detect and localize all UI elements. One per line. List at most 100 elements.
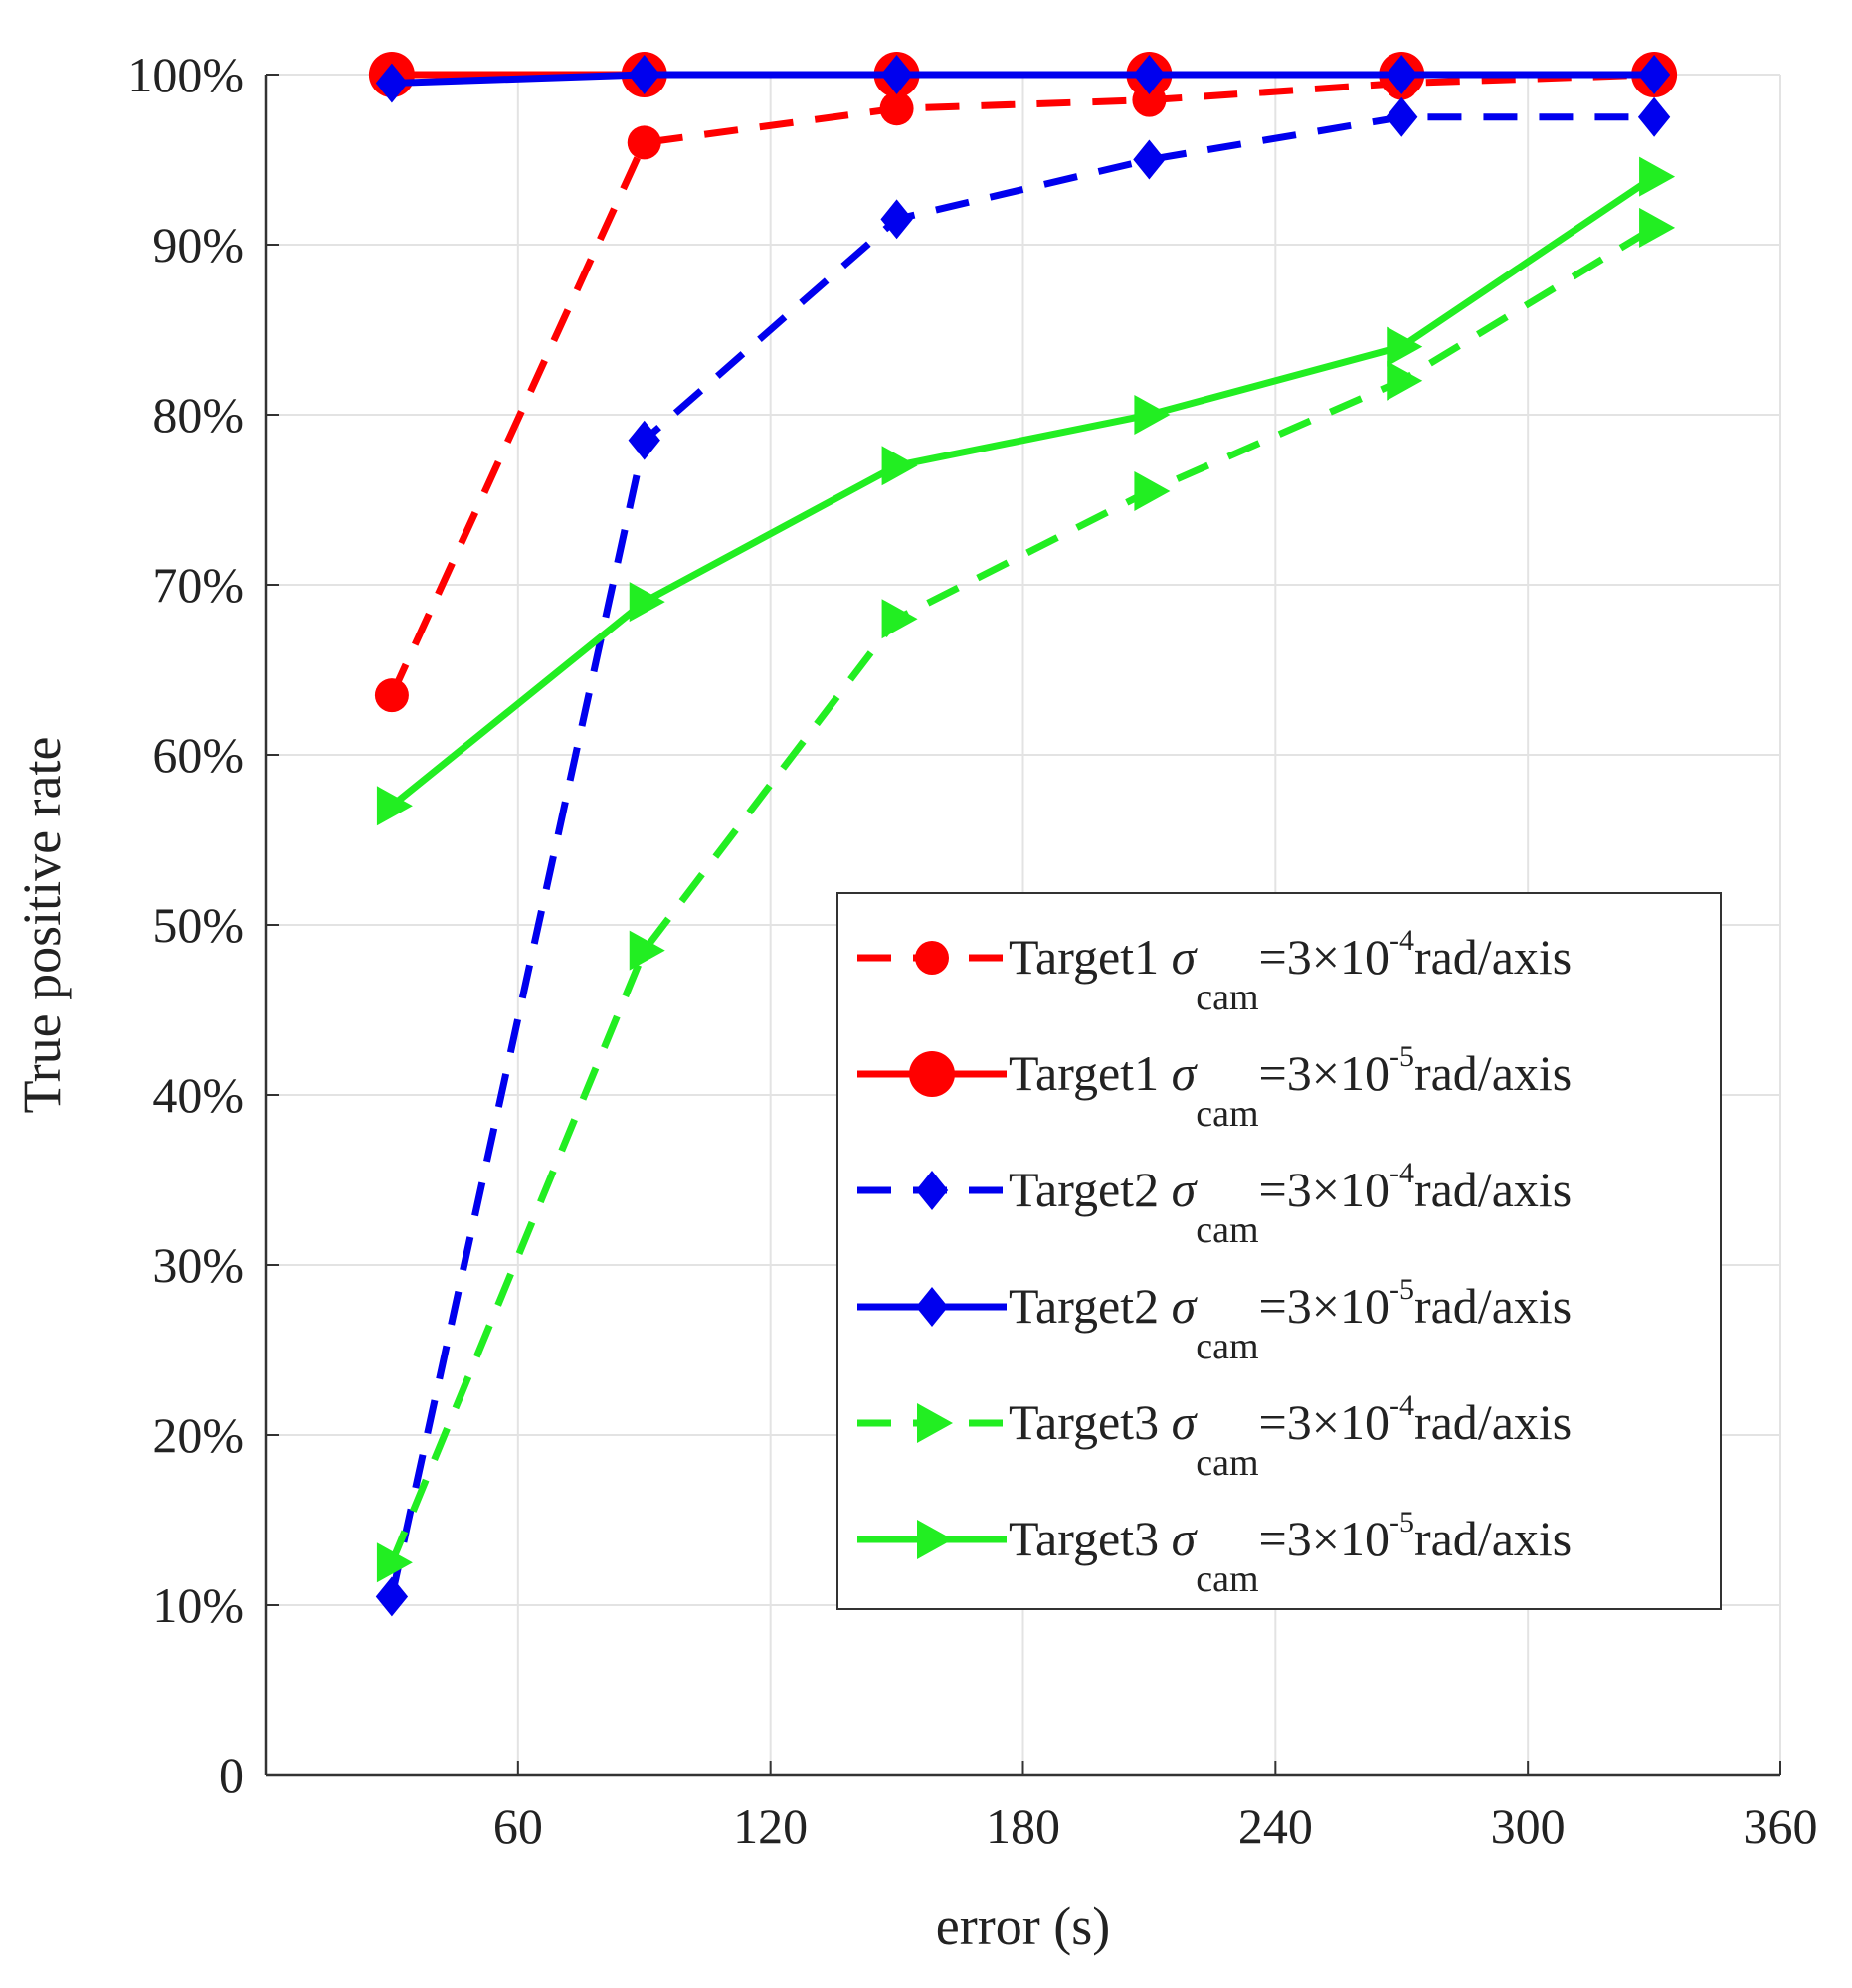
legend-item: Target3 σcam=3×10-4rad/axis bbox=[857, 1389, 1572, 1484]
legend-target: Target3 bbox=[1009, 1394, 1172, 1450]
legend-label: Target3 σcam=3×10-4rad/axis bbox=[1009, 1389, 1572, 1484]
data-point bbox=[881, 446, 918, 486]
data-point bbox=[1134, 470, 1171, 511]
legend-equation: =3×10 bbox=[1259, 1278, 1389, 1334]
y-tick-label: 10% bbox=[152, 1577, 244, 1633]
data-point bbox=[375, 1576, 409, 1617]
ticks-layer: 60 120 180 240 300 360 0 10% 20% 30% 40% 50% 60% 70% 8… bbox=[127, 47, 1817, 1854]
y-tick-label: 40% bbox=[152, 1067, 244, 1123]
series-4 bbox=[375, 55, 1671, 103]
series-line bbox=[389, 173, 1657, 810]
legend-target: Target3 bbox=[1009, 1511, 1172, 1566]
legend-label: Target1 σcam=3×10-5rad/axis bbox=[1009, 1040, 1572, 1135]
legend-unit: rad/axis bbox=[1414, 1162, 1572, 1217]
legend-target: Target1 bbox=[1009, 1045, 1172, 1101]
data-point bbox=[1387, 360, 1423, 401]
legend-unit: rad/axis bbox=[1414, 929, 1572, 985]
data-point bbox=[629, 582, 665, 623]
legend-subscript: cam bbox=[1196, 1558, 1258, 1600]
data-point bbox=[629, 930, 665, 971]
legend-subscript: cam bbox=[1196, 1326, 1258, 1367]
legend-subscript: cam bbox=[1196, 1093, 1258, 1135]
y-tick-label: 50% bbox=[152, 897, 244, 953]
data-point bbox=[374, 678, 409, 713]
legend-label: Target1 σcam=3×10-4rad/axis bbox=[1009, 924, 1572, 1018]
y-tick-label: 90% bbox=[152, 217, 244, 272]
data-point bbox=[1133, 139, 1166, 180]
data-point bbox=[880, 55, 913, 94]
series-line bbox=[388, 224, 1656, 1564]
legend-subscript: cam bbox=[1196, 1209, 1258, 1251]
data-point bbox=[376, 786, 413, 826]
legend-subscript: cam bbox=[1196, 977, 1258, 1018]
legend-label: Target3 σcam=3×10-5rad/axis bbox=[1009, 1506, 1572, 1600]
legend-sigma: σ bbox=[1172, 1045, 1199, 1101]
legend-label: Target2 σcam=3×10-4rad/axis bbox=[1009, 1157, 1572, 1251]
legend-box bbox=[836, 892, 1722, 1610]
legend-exponent: -5 bbox=[1389, 1273, 1414, 1306]
x-tick-label: 360 bbox=[1744, 1798, 1818, 1854]
data-point bbox=[1134, 395, 1171, 435]
legend-sigma: σ bbox=[1172, 1162, 1199, 1217]
data-point bbox=[628, 420, 660, 460]
x-axis-title: error (s) bbox=[936, 1897, 1110, 1956]
data-point bbox=[1386, 55, 1418, 94]
series-line bbox=[391, 71, 1655, 88]
series-line bbox=[388, 71, 1655, 697]
x-tick-label: 300 bbox=[1491, 1798, 1566, 1854]
x-tick-label: 180 bbox=[986, 1798, 1060, 1854]
data-point bbox=[1387, 326, 1423, 367]
legend-sigma: σ bbox=[1172, 1394, 1199, 1450]
legend-exponent: -4 bbox=[1389, 924, 1414, 957]
legend-exponent: -5 bbox=[1389, 1040, 1414, 1073]
legend-target: Target2 bbox=[1009, 1162, 1172, 1217]
y-tick-label: 100% bbox=[127, 47, 244, 102]
data-point bbox=[375, 63, 409, 103]
legend-exponent: -5 bbox=[1389, 1506, 1414, 1538]
legend-unit: rad/axis bbox=[1414, 1278, 1572, 1334]
legend-equation: =3×10 bbox=[1259, 929, 1389, 985]
legend-item: Target2 σcam=3×10-4rad/axis bbox=[857, 1157, 1572, 1251]
legend-marker bbox=[909, 1051, 955, 1097]
y-tick-label: 30% bbox=[152, 1237, 244, 1293]
data-point bbox=[880, 199, 913, 240]
legend-unit: rad/axis bbox=[1414, 1394, 1572, 1450]
legend-unit: rad/axis bbox=[1414, 1045, 1572, 1101]
y-tick-label: 20% bbox=[152, 1407, 244, 1463]
data-point bbox=[1637, 55, 1671, 94]
data-point bbox=[1386, 96, 1418, 137]
y-tick-label: 70% bbox=[152, 557, 244, 613]
legend-exponent: -4 bbox=[1389, 1157, 1414, 1189]
data-point bbox=[1637, 96, 1671, 137]
legend-item: Target3 σcam=3×10-5rad/axis bbox=[857, 1506, 1572, 1600]
series-line bbox=[388, 113, 1655, 1598]
series-layer bbox=[368, 52, 1678, 1617]
legend-marker bbox=[917, 1520, 953, 1559]
x-tick-label: 120 bbox=[733, 1798, 808, 1854]
legend-sigma: σ bbox=[1172, 1511, 1199, 1566]
legend-equation: =3×10 bbox=[1259, 1162, 1389, 1217]
x-tick-label: 240 bbox=[1238, 1798, 1313, 1854]
legend-sigma: σ bbox=[1172, 929, 1199, 985]
legend-subscript: cam bbox=[1196, 1442, 1258, 1484]
y-tick-label: 0 bbox=[219, 1747, 244, 1803]
legend-marker bbox=[915, 941, 949, 975]
legend-item: Target2 σcam=3×10-5rad/axis bbox=[857, 1273, 1572, 1367]
legend-equation: =3×10 bbox=[1259, 1511, 1389, 1566]
legend-sigma: σ bbox=[1172, 1278, 1199, 1334]
legend-marker bbox=[915, 1171, 949, 1210]
legend-marker bbox=[917, 1403, 953, 1443]
data-point bbox=[879, 91, 914, 126]
legend-label: Target2 σcam=3×10-5rad/axis bbox=[1009, 1273, 1572, 1367]
series-5 bbox=[376, 207, 1676, 1583]
legend-item: Target1 σcam=3×10-5rad/axis bbox=[857, 1040, 1572, 1135]
y-tick-label: 60% bbox=[152, 727, 244, 783]
legend-target: Target1 bbox=[1009, 929, 1172, 985]
y-axis-title: True positive rate bbox=[12, 737, 72, 1114]
data-point bbox=[1639, 156, 1676, 197]
legend-equation: =3×10 bbox=[1259, 1394, 1389, 1450]
data-point bbox=[376, 1542, 413, 1583]
data-point bbox=[1639, 207, 1676, 248]
